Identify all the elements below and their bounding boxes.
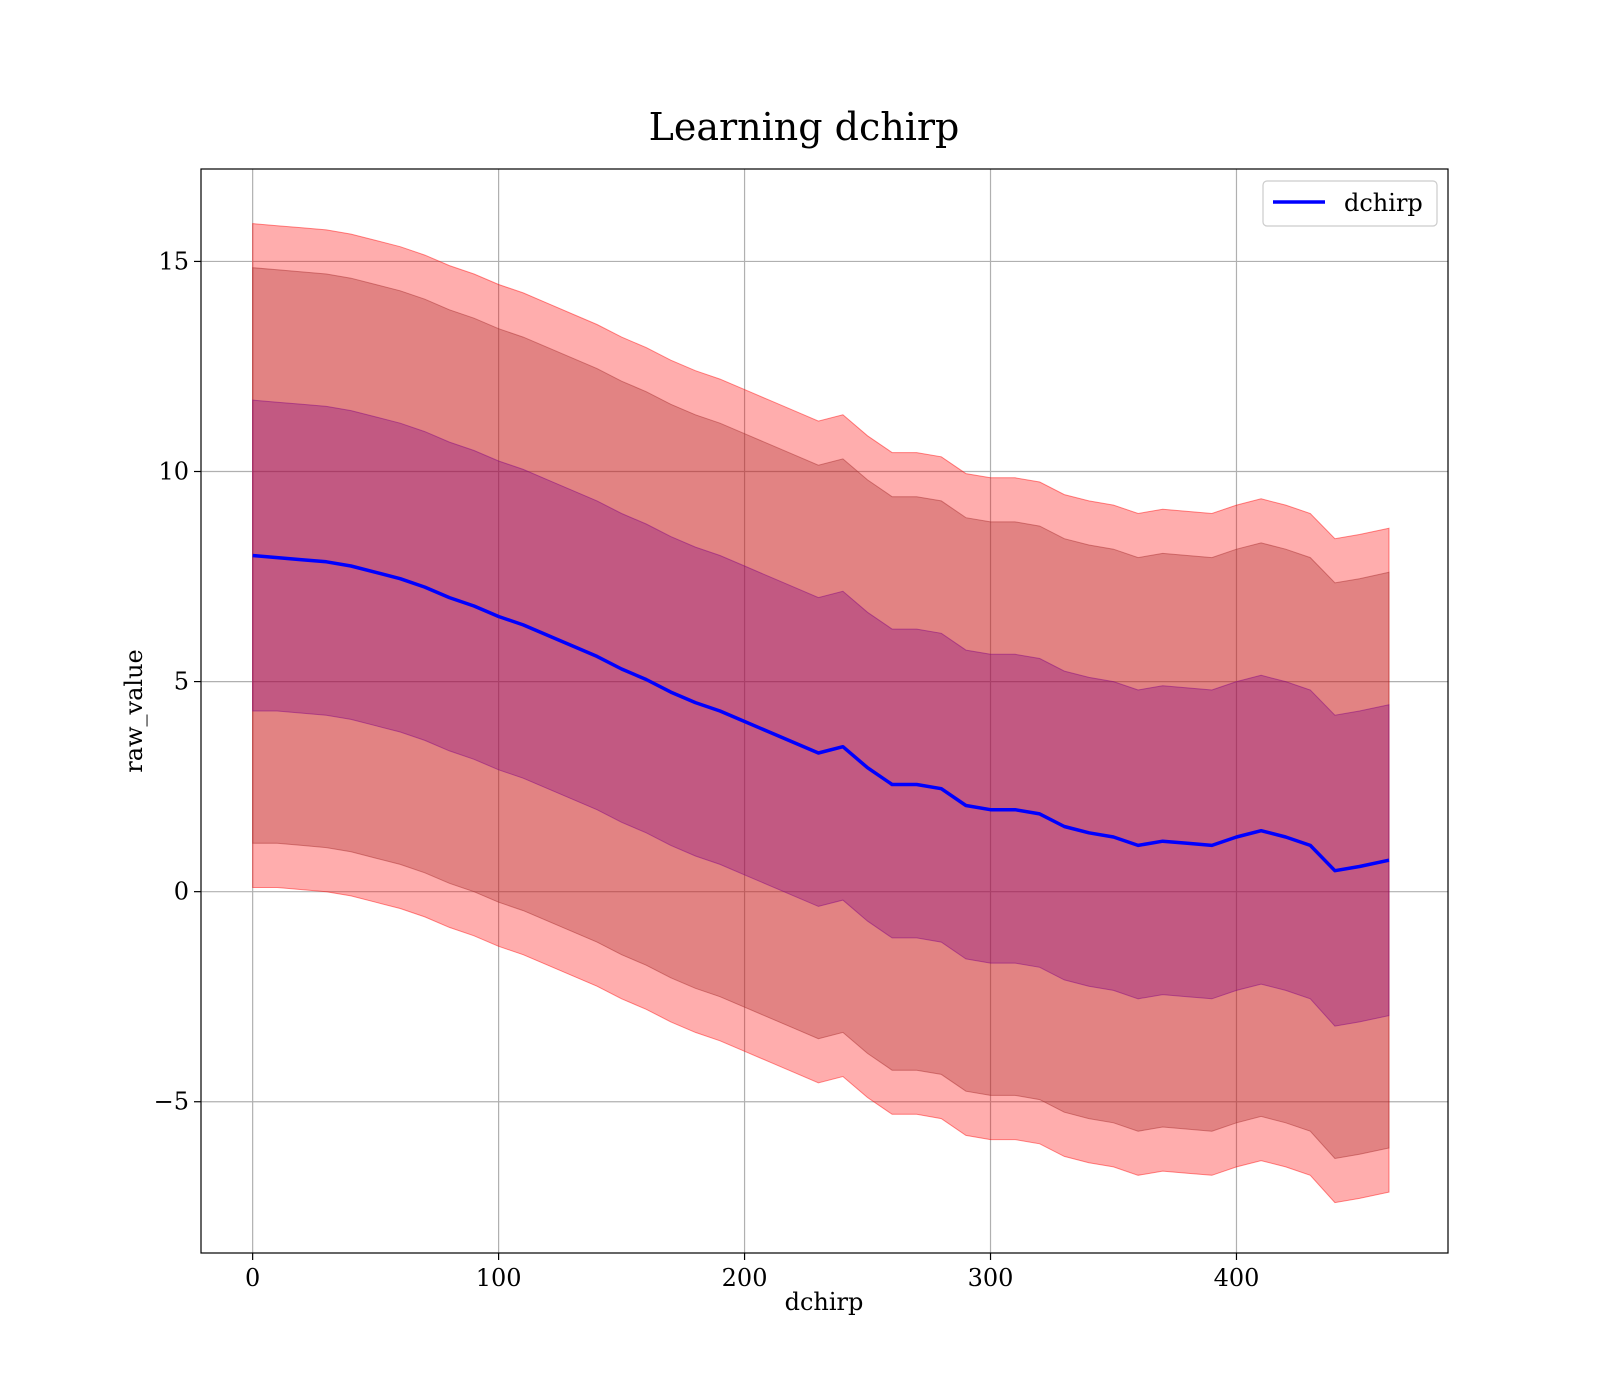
plot-frame [200,168,1449,1254]
plot-area [201,169,1448,1253]
x-tick-label: 0 [245,1264,260,1292]
x-tick-label: 400 [1214,1264,1260,1292]
band-inner [252,399,1390,1027]
y-tick-label: 10 [158,458,189,486]
series-lines [252,553,1390,873]
x-tick-label: 300 [968,1264,1014,1292]
legend-box [1262,180,1438,227]
confidence-bands [252,223,1390,1204]
y-axis-label: raw_value [120,649,148,773]
x-tick-label: 100 [476,1264,522,1292]
x-grid [252,169,1238,1253]
x-tick-label: 200 [722,1264,768,1292]
legend: dchirp [1262,180,1438,227]
y-axis-ticks: −5 0 5 10 15 [154,247,201,1116]
chart-title: Learning dchirp [649,105,960,149]
series-line-dchirp [252,553,1390,873]
x-axis-label: dchirp [785,1288,864,1316]
band-middle [252,267,1390,1160]
y-grid [201,260,1448,1103]
y-tick-label: −5 [154,1088,189,1116]
legend-label-dchirp: dchirp [1344,189,1423,217]
x-axis-ticks: 0 100 200 300 400 [245,1253,1259,1292]
y-tick-label: 5 [174,668,189,696]
y-tick-label: 15 [158,247,189,275]
y-tick-label: 0 [174,878,189,906]
band-outer [252,223,1390,1204]
